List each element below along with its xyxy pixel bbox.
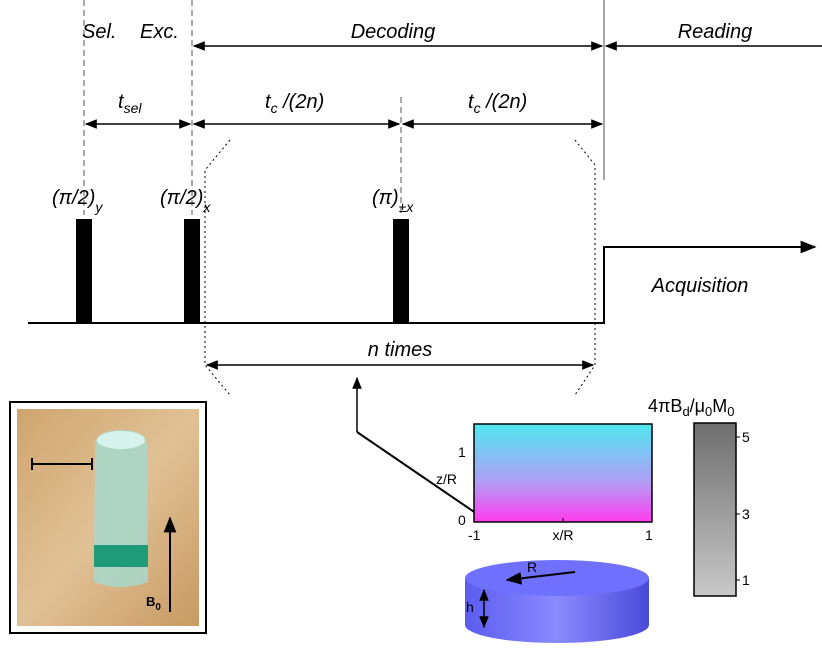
delay: tc /(2n) [265,91,324,116]
tick: 1 [742,572,750,588]
pulse-label: (π/2)y [52,187,103,215]
text-part: c [474,100,481,116]
cylinder: R h [465,559,649,643]
text-part: 0 [155,602,161,613]
photo: B0 [10,402,206,633]
label: Reading [678,21,753,43]
text-part: /(2n) [481,91,528,113]
text-part: (π) [372,187,399,209]
pulse-label: (π/2)x [160,187,211,215]
label: Sel. [82,21,116,43]
tick: 0 [458,512,466,528]
tick: 3 [742,506,750,522]
tick: 5 [742,429,750,445]
delay: tsel [118,91,142,116]
tick: -1 [468,527,481,543]
text-part: y [94,199,103,215]
pulses [76,219,409,323]
text-part: d [682,404,689,419]
text-part: /μ [690,396,705,416]
axis-label: z/R [436,471,457,487]
text-part: M [712,396,727,416]
tick: 1 [645,527,653,543]
tick: 1 [458,444,466,460]
text-part: c [271,100,278,116]
text-part: (π/2) [160,187,203,209]
colorbar-title: 4πBd/μ0M0 [648,396,735,419]
text-part: (π/2) [52,187,95,209]
field-plot: 1 0 -1 1 x/R z/R [436,424,653,543]
text-part: 0 [727,404,734,419]
text-part: B [146,594,155,609]
label: h [466,599,474,615]
label: R [527,559,537,575]
text-part: 0 [705,404,712,419]
text-part: 4πB [648,396,682,416]
pulse-sequence-figure: Sel. Exc. Decoding Reading Acquisition n… [0,0,822,643]
text-part: x [202,199,211,215]
colorbar: 5 3 1 4πBd/μ0M0 [648,396,750,596]
label: Exc. [140,21,179,43]
label: n times [368,339,432,361]
delay: tc /(2n) [468,91,527,116]
text-part: sel [124,100,143,116]
label: Acquisition [651,275,749,297]
axis-label: x/R [553,527,574,543]
pulse-label: (π)±x [372,187,414,215]
text-part: ±x [399,199,415,215]
text-part: /(2n) [278,91,325,113]
label: Decoding [351,21,436,43]
